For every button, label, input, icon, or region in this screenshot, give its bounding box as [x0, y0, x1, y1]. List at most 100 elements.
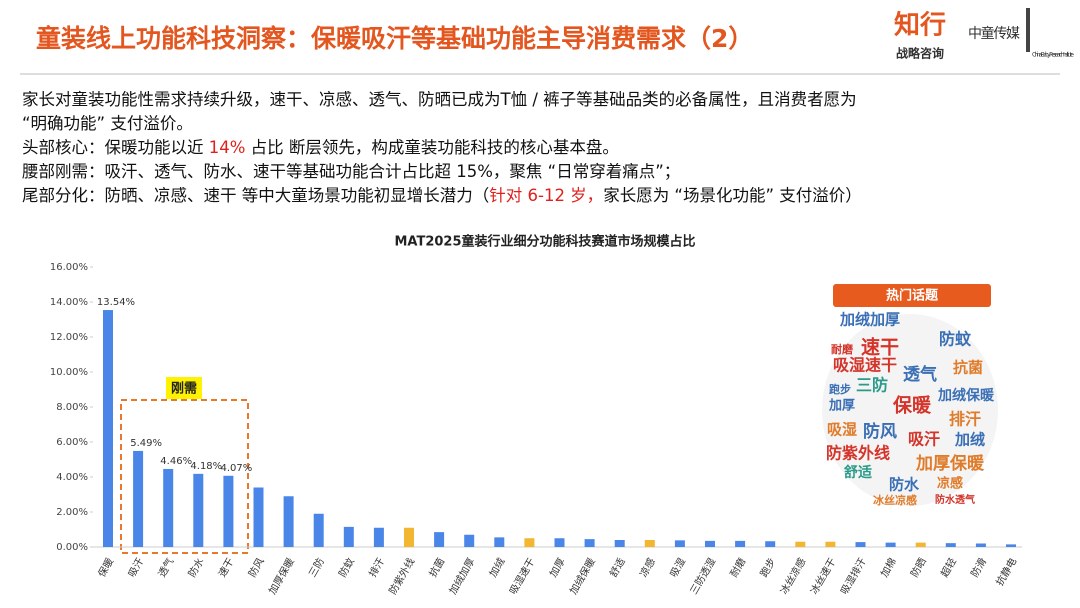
x-tick-label: 速干 — [216, 556, 236, 579]
x-tick-label: 防滑 — [968, 556, 989, 580]
x-tick-label: 加绒 — [486, 556, 507, 580]
word: 防紫外线 — [826, 444, 890, 463]
text-line: “明确功能” 支付溢价。 — [22, 112, 1072, 136]
bar — [434, 532, 445, 547]
word: 三防 — [856, 376, 888, 395]
value-label: 13.54% — [97, 297, 135, 308]
x-tick-label: 透气 — [155, 556, 176, 580]
bar — [163, 468, 174, 547]
y-tick-label: 0.00% — [56, 542, 88, 553]
body-text: 家长对童装功能性需求持续升级，速干、凉感、透气、防晒已成为T恤 / 裤子等基础品… — [22, 88, 1072, 208]
x-tick-label: 耐磨 — [727, 556, 748, 580]
bar — [644, 540, 655, 547]
bar — [674, 540, 685, 547]
y-tick-label: 10.00% — [50, 367, 88, 378]
x-tick-label: 抗菌 — [426, 556, 447, 580]
title: 童装线上功能科技洞察：保暖吸汗等基础功能主导消费需求（2） — [36, 24, 753, 53]
text-line: 头部核心：保暖功能以近 14% 占比 断层领先，构成童装功能科技的核心基本盘。 — [22, 136, 1072, 160]
bar — [193, 473, 204, 547]
bar — [343, 526, 354, 547]
word: 吸汗 — [908, 430, 940, 449]
bar — [945, 543, 956, 547]
bar — [975, 543, 986, 547]
text-line: 尾部分化：防晒、凉感、速干 等中大童场景功能初显增长潜力（针对 6-12 岁，家… — [22, 184, 1072, 208]
header: 童装线上功能科技洞察：保暖吸汗等基础功能主导消费需求（2） 知行 战略咨询 中童… — [20, 8, 1074, 75]
word: 防水透气 — [935, 493, 975, 506]
bar — [524, 538, 535, 547]
x-tick-label: 加绒保暖 — [567, 556, 598, 597]
x-tick-label: 冰丝凉感 — [777, 556, 808, 597]
bar — [313, 513, 324, 547]
text-segment: 家长对童装功能性需求持续升级，速干、凉感、透气、防晒已成为T恤 / 裤子等基础品… — [22, 90, 857, 109]
y-tick-label: 8.00% — [56, 402, 88, 413]
value-label: 4.46% — [160, 456, 192, 467]
bar — [464, 534, 475, 547]
value-label: 5.49% — [130, 438, 162, 449]
x-tick-label: 加厚 — [547, 556, 567, 579]
x-tick-label: 防蚊 — [336, 556, 357, 580]
y-tick-label: 16.00% — [50, 262, 88, 273]
text-segment: 家长愿为 “场景化功能” 支付溢价） — [603, 186, 862, 205]
bar — [855, 542, 866, 547]
bar — [915, 542, 926, 547]
chart-title: MAT2025童装行业细分功能科技赛道市场规模占比 — [394, 234, 695, 250]
bar — [103, 310, 113, 547]
bar — [614, 540, 625, 547]
word: 凉感 — [937, 476, 963, 492]
x-tick-label: 三防 — [306, 556, 327, 580]
text-segment: “明确功能” 支付溢价。 — [22, 114, 193, 133]
text-segment: 尾部分化：防晒、凉感、速干 等中大童场景功能初显增长潜力（ — [22, 186, 490, 205]
y-tick-label: 2.00% — [56, 507, 88, 518]
x-tick-label: 吸湿排汗 — [837, 556, 868, 597]
bar — [1006, 544, 1016, 547]
bar — [494, 537, 505, 547]
x-tick-label: 加厚保暖 — [266, 556, 297, 597]
bar — [133, 450, 144, 547]
word: 防水 — [889, 476, 920, 494]
y-tick-label: 14.00% — [50, 297, 88, 308]
word: 排汗 — [949, 410, 981, 429]
highlight-text: 针对 6-12 岁， — [489, 186, 604, 205]
annotation-bg — [166, 377, 202, 399]
wordcloud-title: 热门话题 — [886, 288, 939, 304]
logo-icon — [1026, 8, 1030, 52]
bar — [404, 527, 414, 547]
word: 加厚保暖 — [915, 453, 985, 474]
chart: MAT2025童装行业细分功能科技赛道市场规模占比 刚需 热门话题 0.00% 2… — [50, 234, 1022, 597]
word: 吸湿速干 — [833, 356, 897, 375]
word: 吸湿 — [827, 421, 857, 439]
bar — [765, 541, 776, 547]
word: 舒适 — [844, 464, 872, 481]
word: 保暖 — [892, 394, 932, 417]
word: 加绒加厚 — [839, 311, 900, 329]
logo-institute: China-Baby Research Institute — [1032, 52, 1074, 59]
bar — [584, 539, 595, 547]
x-tick-label: 加绒加厚 — [446, 556, 477, 597]
x-tick-label: 防紫外线 — [386, 556, 417, 597]
wordcloud-bg — [822, 314, 998, 506]
bar — [735, 540, 746, 547]
x-tick-label: 跑步 — [757, 556, 778, 580]
y-tick-label: 12.00% — [50, 332, 88, 343]
x-tick-label: 排汗 — [366, 556, 387, 580]
bar — [705, 540, 715, 547]
bar — [253, 487, 264, 547]
logo-media: 中童传媒 — [968, 25, 1020, 42]
word: 冰丝凉感 — [873, 493, 917, 507]
word: 速干 — [861, 336, 899, 359]
word: 加厚 — [828, 398, 855, 414]
x-tick-label: 防晒 — [908, 556, 929, 580]
bar — [825, 541, 836, 547]
text-segment: 占比 断层领先，构成童装功能科技的核心基本盘。 — [245, 138, 619, 157]
word: 耐磨 — [831, 342, 854, 356]
word: 防风 — [863, 421, 897, 442]
x-tick-label: 吸湿 — [668, 556, 688, 579]
logo-brand: 知行 — [894, 10, 946, 41]
x-tick-label: 吸汗 — [125, 556, 146, 580]
annotation: 刚需 — [171, 382, 197, 397]
bar — [885, 542, 896, 547]
x-tick-label: 防水 — [185, 556, 206, 580]
word: 加绒保暖 — [937, 387, 995, 404]
text-line: 家长对童装功能性需求持续升级，速干、凉感、透气、防晒已成为T恤 / 裤子等基础品… — [22, 88, 1072, 112]
